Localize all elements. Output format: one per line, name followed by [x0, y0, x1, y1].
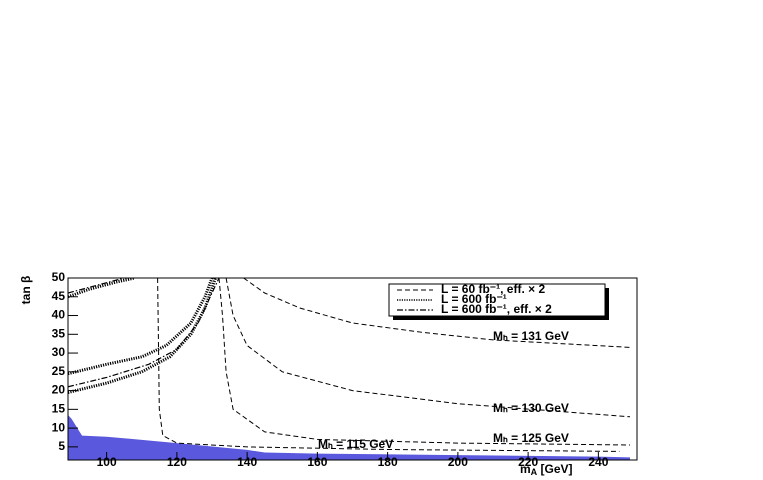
x-label-rest: [GeV] [537, 462, 572, 476]
y-tick-label: 50 [52, 270, 66, 284]
x-tick-label: 180 [378, 455, 398, 469]
y-tick-label: 45 [52, 289, 66, 303]
area [68, 415, 630, 460]
x-tick-label: 140 [237, 455, 257, 469]
y-tick-label: 15 [52, 402, 66, 416]
x-label-sub: A [531, 467, 538, 477]
y-tick-label: 20 [52, 383, 66, 397]
legend-label: L = 60 fb⁻¹, eff. × 2 [441, 282, 545, 296]
y-tick-label: 5 [58, 439, 65, 453]
contour-line [68, 278, 220, 388]
y-tick-label: 35 [52, 326, 66, 340]
y-axis-label: tan β [19, 276, 33, 305]
y-tick-label: 25 [52, 364, 66, 378]
plot-frame [67, 277, 638, 461]
y-tick-label: 10 [52, 420, 66, 434]
annotation: Mₕ = 131 GeV [493, 329, 569, 343]
x-label-main: m [520, 462, 531, 476]
legend-label: L = 600 fb⁻¹ [441, 292, 507, 306]
x-tick-label: 240 [588, 455, 608, 469]
annotation: Mₕ = 130 GeV [493, 401, 569, 415]
y-tick-label: 40 [52, 308, 66, 322]
legend-box [388, 283, 606, 317]
x-tick-label: 160 [307, 455, 327, 469]
x-tick-label: 120 [167, 455, 187, 469]
contour-line [68, 278, 217, 394]
x-tick-label: 100 [97, 455, 117, 469]
annotation: Mₕ = 115 GeV [318, 437, 393, 451]
x-tick-label: 220 [518, 455, 538, 469]
annotation: Mₕ = 125 GeV [493, 431, 569, 445]
y-tick-label: 30 [52, 345, 66, 359]
x-tick-label: 200 [448, 455, 468, 469]
x-axis-label: mA [GeV] [520, 462, 573, 477]
legend-label: L = 600 fb⁻¹, eff. × 2 [441, 302, 552, 316]
